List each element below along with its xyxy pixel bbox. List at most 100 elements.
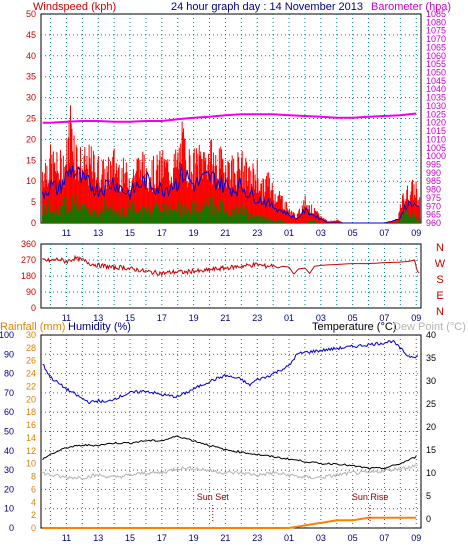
barometer-tick-label: 1080 (426, 17, 446, 27)
barometer-tick-label: 1065 (426, 42, 446, 52)
x-tick-label: 05 (348, 533, 358, 543)
temperature-tick-label: 30 (426, 376, 436, 386)
dewpoint-axis-title: Dew Point (°C) (393, 321, 466, 333)
direction-tick-label: 0 (31, 303, 36, 313)
rainfall-axis-title: Rainfall (mm) (0, 321, 65, 333)
x-tick-label: 11 (62, 533, 71, 543)
windspeed-tick-label: 5 (31, 197, 36, 207)
x-tick-label: 21 (220, 228, 230, 238)
x-tick-label: 09 (411, 313, 421, 323)
humidity-tick-label: 10 (4, 504, 14, 514)
barometer-tick-label: 990 (426, 168, 441, 178)
windspeed-tick-label: 10 (26, 176, 36, 186)
windspeed-tick-label: 25 (26, 114, 36, 124)
rainfall-tick-label: 0 (31, 523, 36, 533)
x-tick-label: 11 (62, 228, 71, 238)
rainfall-tick-label: 24 (26, 369, 36, 379)
temperature-tick-label: 5 (426, 491, 431, 501)
x-tick-label: 15 (125, 533, 135, 543)
x-tick-label: 21 (220, 533, 230, 543)
dewpoint-line (42, 464, 418, 480)
barometer-tick-label: 970 (426, 201, 441, 211)
temperature-tick-label: 10 (426, 468, 436, 478)
humidity-tick-label: 100 (0, 330, 14, 340)
barometer-tick-label: 1020 (426, 118, 446, 128)
temperature-line (42, 435, 417, 470)
x-tick-label: 19 (189, 228, 199, 238)
wind-average-line (42, 163, 420, 224)
barometer-tick-label: 1040 (426, 84, 446, 94)
rainfall-tick-label: 4 (31, 497, 36, 507)
temperature-tick-label: 25 (426, 399, 436, 409)
x-tick-label: 23 (252, 228, 262, 238)
x-tick-label: 23 (252, 533, 262, 543)
barometer-tick-label: 1050 (426, 68, 446, 78)
x-tick-label: 15 (125, 313, 135, 323)
humidity-tick-label: 90 (4, 349, 14, 359)
windspeed-tick-label: 50 (26, 9, 36, 19)
windspeed-tick-label: 35 (26, 72, 36, 82)
x-tick-label: 13 (93, 228, 103, 238)
barometer-tick-label: 1060 (426, 51, 446, 61)
chart-title: 24 hour graph day : 14 November 2013 (171, 1, 363, 13)
direction-tick-label: 90 (26, 287, 36, 297)
humidity-tick-label: 50 (4, 427, 14, 437)
windspeed-tick-label: 30 (26, 93, 36, 103)
temperature-tick-label: 15 (426, 445, 436, 455)
windspeed-tick-label: 0 (31, 218, 36, 228)
humidity-tick-label: 70 (4, 388, 14, 398)
x-tick-label: 03 (316, 228, 326, 238)
rainfall-tick-label: 12 (26, 446, 36, 456)
windspeed-tick-label: 40 (26, 51, 36, 61)
x-tick-label: 21 (220, 313, 230, 323)
barometer-tick-label: 1075 (426, 26, 446, 36)
compass-label: S (436, 274, 443, 286)
barometer-tick-label: 1070 (426, 34, 446, 44)
barometer-tick-label: 985 (426, 176, 441, 186)
barometer-tick-label: 1045 (426, 76, 446, 86)
barometer-tick-label: 980 (426, 185, 441, 195)
barometer-tick-label: 995 (426, 159, 441, 169)
direction-tick-label: 180 (21, 271, 36, 281)
barometer-tick-label: 1035 (426, 93, 446, 103)
barometer-tick-label: 960 (426, 218, 441, 228)
barometer-tick-label: 965 (426, 210, 441, 220)
humidity-tick-label: 0 (9, 523, 14, 533)
x-tick-label: 17 (157, 313, 167, 323)
humidity-tick-label: 30 (4, 465, 14, 475)
x-tick-label: 01 (284, 228, 294, 238)
rainfall-tick-label: 6 (31, 484, 36, 494)
direction-tick-label: 360 (21, 239, 36, 249)
rainfall-tick-label: 28 (26, 343, 36, 353)
x-tick-label: 03 (316, 313, 326, 323)
x-tick-label: 23 (252, 313, 262, 323)
humidity-tick-label: 80 (4, 369, 14, 379)
barometer-tick-label: 1010 (426, 134, 446, 144)
humidity-tick-label: 20 (4, 484, 14, 494)
barometer-tick-label: 1085 (426, 9, 446, 19)
rainfall-tick-label: 14 (26, 433, 36, 443)
x-tick-label: 17 (157, 228, 167, 238)
barometer-tick-label: 1055 (426, 59, 446, 69)
compass-label: W (435, 258, 446, 270)
rainfall-tick-label: 16 (26, 420, 36, 430)
x-tick-label: 19 (189, 533, 199, 543)
wind-direction-line (42, 254, 420, 277)
x-tick-label: 19 (189, 313, 199, 323)
sunrise-label: Sun Rise (352, 492, 389, 502)
windspeed-tick-label: 15 (26, 155, 36, 165)
barometer-tick-label: 1015 (426, 126, 446, 136)
rainfall-tick-label: 22 (26, 381, 36, 391)
humidity-line (42, 339, 419, 404)
x-tick-label: 01 (284, 313, 294, 323)
sunset-label: Sun Set (197, 492, 230, 502)
barometer-line (42, 112, 417, 124)
x-tick-label: 07 (379, 313, 389, 323)
humidity-tick-label: 40 (4, 446, 14, 456)
rainfall-tick-label: 26 (26, 356, 36, 366)
direction-tick-label: 270 (21, 255, 36, 265)
x-tick-label: 07 (379, 533, 389, 543)
barometer-tick-label: 975 (426, 193, 441, 203)
x-tick-label: 17 (157, 533, 167, 543)
x-tick-label: 11 (62, 313, 71, 323)
